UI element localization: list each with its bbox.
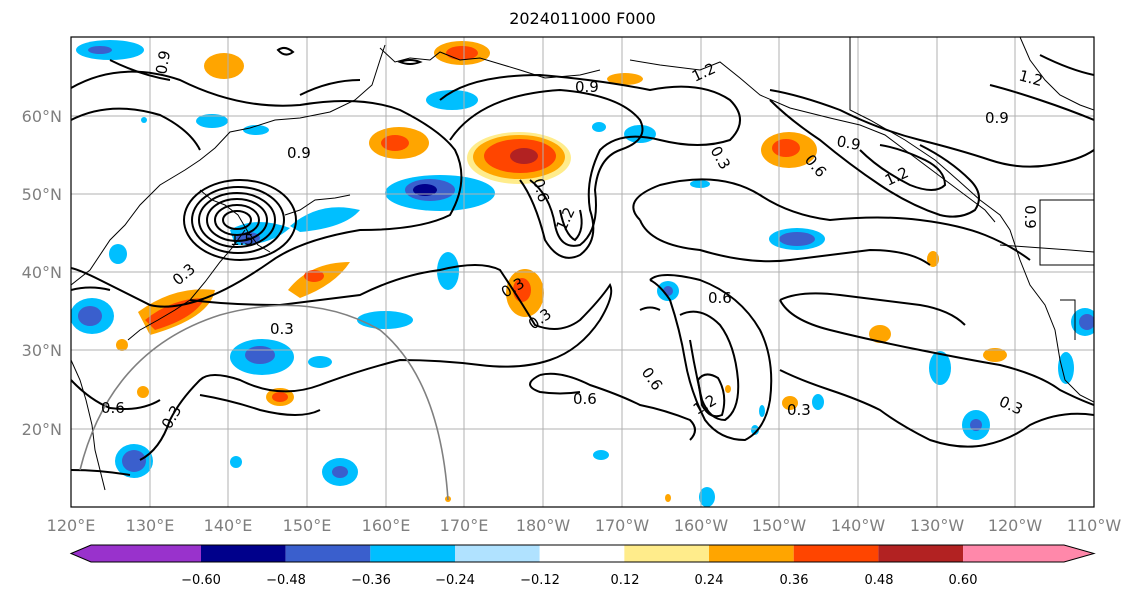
colorbar-tick-label: 0.60 bbox=[949, 573, 978, 588]
contour-label: 0.9 bbox=[287, 144, 311, 162]
lat-tick-label: 40°N bbox=[22, 263, 62, 282]
map-title: 2024011000 F000 bbox=[509, 9, 656, 28]
colorbar-segment bbox=[71, 545, 201, 562]
colorbar-segment bbox=[455, 545, 540, 562]
colorbar-segment bbox=[370, 545, 456, 562]
lon-tick-label: 150°W bbox=[752, 516, 807, 535]
colorbar: −0.60 −0.48 −0.36 −0.24 −0.12 0.12 0.24 … bbox=[69, 544, 1096, 588]
lon-tick-label: 120°E bbox=[47, 516, 96, 535]
lat-tick-label: 30°N bbox=[22, 341, 62, 360]
lon-tick-label: 120°W bbox=[988, 516, 1043, 535]
colorbar-segment bbox=[878, 545, 964, 562]
positive-anomaly-region bbox=[204, 53, 244, 79]
colorbar-tick-label: −0.36 bbox=[351, 573, 391, 588]
colorbar-labels: −0.60 −0.48 −0.36 −0.24 −0.12 0.12 0.24 … bbox=[181, 573, 977, 588]
colorbar-tick-label: −0.24 bbox=[435, 573, 475, 588]
lon-tick-label: 110°W bbox=[1067, 516, 1122, 535]
colorbar-tick-label: 0.12 bbox=[611, 573, 640, 588]
shaded-anomaly-layer bbox=[71, 40, 1094, 507]
colorbar-segment bbox=[201, 545, 286, 562]
contour-label: 0.6 bbox=[101, 399, 125, 417]
contour-label: 0.9 bbox=[1021, 205, 1039, 229]
colorbar-tick-label: −0.48 bbox=[266, 573, 306, 588]
contour-label: 1.2 bbox=[1017, 66, 1045, 90]
lat-tick-label: 20°N bbox=[22, 420, 62, 439]
negative-anomaly-region bbox=[196, 114, 228, 128]
contour-label: 0.9 bbox=[985, 109, 1009, 127]
contour-label: 1.5 bbox=[230, 231, 254, 249]
colorbar-segment bbox=[285, 545, 371, 562]
lon-tick-label: 170°W bbox=[595, 516, 650, 535]
colorbar-tick-label: −0.60 bbox=[181, 573, 221, 588]
lon-axis: 120°E 130°E 140°E 150°E 160°E 170°E 180°… bbox=[47, 516, 1122, 535]
lon-tick-label: 140°E bbox=[204, 516, 253, 535]
contour-label: 0.9 bbox=[575, 78, 599, 96]
contour-label: 0.9 bbox=[835, 132, 862, 154]
lon-tick-label: 140°W bbox=[831, 516, 886, 535]
lat-tick-label: 50°N bbox=[22, 185, 62, 204]
lon-tick-label: 160°W bbox=[674, 516, 729, 535]
colorbar-segment bbox=[539, 545, 625, 562]
lat-axis: 60°N 50°N 40°N 30°N 20°N bbox=[22, 107, 62, 439]
lon-tick-label: 170°E bbox=[440, 516, 489, 535]
colorbar-tick-label: −0.12 bbox=[520, 573, 560, 588]
lon-tick-label: 150°E bbox=[283, 516, 332, 535]
colorbar-segment bbox=[709, 545, 794, 562]
contour-label: 0.9 bbox=[152, 49, 174, 76]
map-frame bbox=[70, 36, 1095, 508]
colorbar-tick-label: 0.48 bbox=[865, 573, 894, 588]
lon-tick-label: 180°W bbox=[516, 516, 571, 535]
range-ring bbox=[79, 304, 449, 501]
lon-tick-label: 130°W bbox=[910, 516, 965, 535]
colorbar-segment bbox=[624, 545, 710, 562]
contour-label: 0.3 bbox=[270, 320, 294, 338]
colorbar-tick-label: 0.24 bbox=[695, 573, 724, 588]
colorbar-outline bbox=[69, 544, 1096, 563]
colorbar-segment bbox=[793, 545, 879, 562]
contour-label: 0.6 bbox=[573, 390, 597, 408]
lon-tick-label: 160°E bbox=[362, 516, 411, 535]
colorbar-segments bbox=[69, 544, 1096, 563]
contour-label: 0.3 bbox=[787, 401, 811, 419]
contour-label: 0.6 bbox=[708, 289, 732, 307]
lon-tick-label: 130°E bbox=[126, 516, 175, 535]
colorbar-segment bbox=[963, 545, 1094, 562]
contour-lines bbox=[71, 46, 1094, 476]
contour-label: 0.6 bbox=[529, 176, 553, 204]
colorbar-tick-label: 0.36 bbox=[780, 573, 809, 588]
negative-anomaly-region bbox=[426, 90, 478, 110]
lat-tick-label: 60°N bbox=[22, 107, 62, 126]
